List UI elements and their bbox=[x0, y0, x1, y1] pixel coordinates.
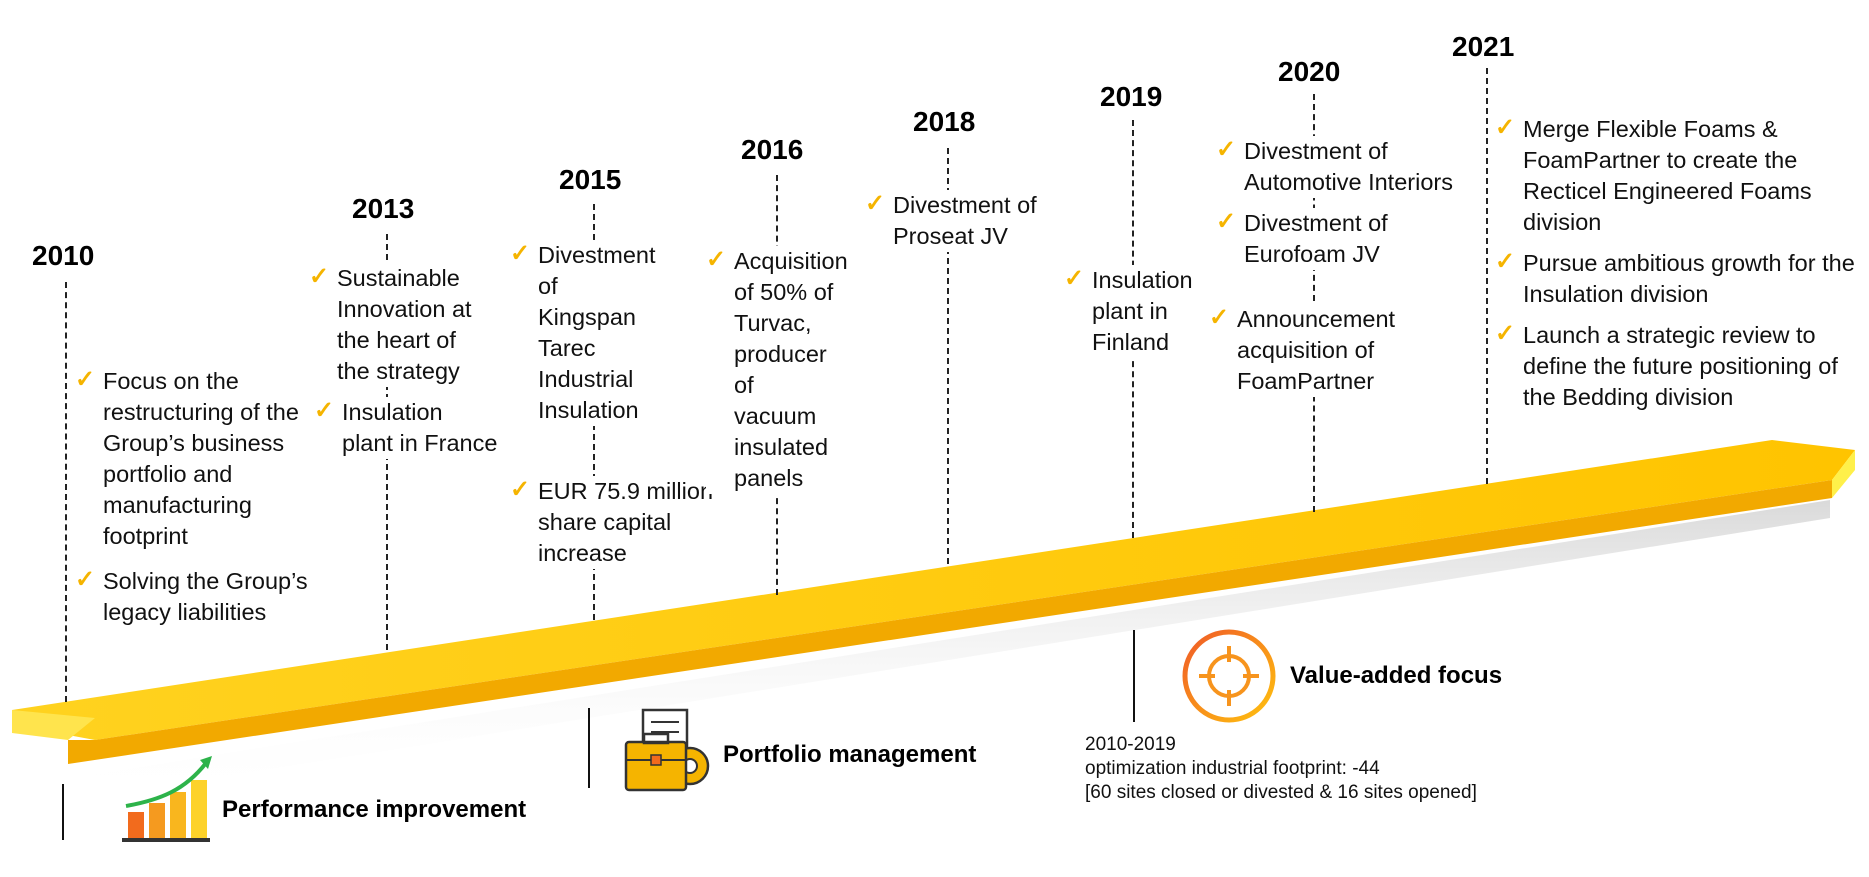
list-item: ✓ Divestment of Proseat JV bbox=[865, 190, 1075, 252]
list-item: ✓ Pursue ambitious growth for the Insulat… bbox=[1495, 248, 1855, 310]
check-icon: ✓ bbox=[1209, 304, 1230, 331]
check-icon: ✓ bbox=[1495, 320, 1516, 347]
check-icon: ✓ bbox=[510, 240, 531, 267]
milestone-text: Divestment of Kingspan Tarec Industrial … bbox=[538, 242, 656, 423]
milestone-2021-list: ✓ Merge Flexible Foams & FoamPartner to c… bbox=[1495, 114, 1855, 427]
check-icon: ✓ bbox=[865, 190, 886, 217]
connector-2010 bbox=[65, 282, 67, 702]
connector-2018 bbox=[947, 148, 949, 564]
footprint-note-line2: [60 sites closed or divested & 16 sites … bbox=[1085, 782, 1477, 803]
footprint-note-period: 2010-2019 bbox=[1085, 734, 1176, 755]
list-item: ✓ Launch a strategic review to define the… bbox=[1495, 320, 1855, 413]
arrow-shadow bbox=[70, 500, 1830, 800]
list-item: ✓ Merge Flexible Foams & FoamPartner to c… bbox=[1495, 114, 1855, 238]
check-icon: ✓ bbox=[75, 366, 96, 393]
year-2018: 2018 bbox=[913, 106, 976, 137]
list-item: ✓ EUR 75.9 million share capital increase bbox=[510, 476, 740, 569]
milestone-2015-list: ✓ Divestment of Kingspan Tarec Industrial… bbox=[510, 240, 740, 583]
check-icon: ✓ bbox=[1064, 265, 1085, 292]
check-icon: ✓ bbox=[309, 263, 330, 290]
list-item: ✓ Divestment of Eurofoam JV bbox=[1216, 208, 1434, 270]
milestone-2010-list: ✓ Focus on the restructuring of the Group… bbox=[75, 366, 330, 642]
phase-label-performance: Performance improvement bbox=[222, 796, 527, 823]
milestone-text: Insulation plant in France bbox=[342, 399, 498, 456]
phase-marker-value bbox=[1133, 630, 1135, 722]
check-icon: ✓ bbox=[1216, 136, 1237, 163]
milestone-text: Divestment of Proseat JV bbox=[893, 192, 1037, 249]
check-icon: ✓ bbox=[1495, 248, 1516, 275]
check-icon: ✓ bbox=[314, 397, 335, 424]
phase-label-portfolio: Portfolio management bbox=[723, 741, 977, 768]
list-item: ✓ Announcement acquisition of FoamPartner bbox=[1209, 304, 1417, 397]
year-2021: 2021 bbox=[1452, 31, 1515, 62]
year-2019: 2019 bbox=[1100, 81, 1163, 112]
footprint-note-line1: optimization industrial footprint: -44 bbox=[1085, 758, 1380, 779]
phase-label-value: Value-added focus bbox=[1290, 662, 1503, 689]
milestone-text: EUR 75.9 million share capital increase bbox=[538, 478, 714, 566]
connector-2020 bbox=[1313, 94, 1315, 512]
milestone-text: Divestment of Eurofoam JV bbox=[1244, 210, 1388, 267]
milestone-2013-list: ✓ Sustainable Innovation at the heart of … bbox=[309, 263, 499, 473]
milestone-2020-list: ✓ Divestment of Automotive Interiors ✓ Div… bbox=[1209, 136, 1486, 411]
check-icon: ✓ bbox=[75, 566, 96, 593]
list-item: ✓ Solving the Group’s legacy liabilities bbox=[75, 566, 330, 628]
list-item: ✓ Insulation plant in France bbox=[314, 397, 499, 459]
milestone-2019-list: ✓ Insulation plant in Finland bbox=[1064, 265, 1214, 372]
milestone-2016-list: ✓ Acquisition of 50% of Turvac, producer … bbox=[706, 246, 848, 508]
arrow-top-face bbox=[12, 440, 1855, 740]
year-2016: 2016 bbox=[741, 134, 804, 165]
milestone-text: Sustainable Innovation at the heart of t… bbox=[337, 265, 472, 384]
milestone-text: Merge Flexible Foams & FoamPartner to cr… bbox=[1523, 116, 1812, 235]
list-item: ✓ Focus on the restructuring of the Group… bbox=[75, 366, 330, 552]
arrow-head bbox=[1832, 450, 1855, 498]
year-2010: 2010 bbox=[32, 240, 95, 271]
milestone-2018-list: ✓ Divestment of Proseat JV bbox=[865, 190, 1075, 266]
milestone-text: Acquisition of 50% of Turvac, producer o… bbox=[734, 248, 848, 491]
list-item: ✓ Sustainable Innovation at the heart of … bbox=[309, 263, 494, 387]
check-icon: ✓ bbox=[1495, 114, 1516, 141]
arrow-front-face bbox=[68, 480, 1832, 764]
year-2013: 2013 bbox=[352, 193, 415, 224]
milestone-text: Divestment of Automotive Interiors bbox=[1244, 138, 1453, 195]
milestone-text: Solving the Group’s legacy liabilities bbox=[103, 568, 308, 625]
list-item: ✓ Divestment of Automotive Interiors bbox=[1216, 136, 1486, 198]
milestone-text: Pursue ambitious growth for the Insulati… bbox=[1523, 250, 1855, 307]
arrow-tail bbox=[12, 710, 95, 740]
check-icon: ✓ bbox=[706, 246, 727, 273]
year-2020: 2020 bbox=[1278, 56, 1341, 87]
list-item: ✓ Acquisition of 50% of Turvac, producer … bbox=[706, 246, 848, 494]
phase-marker-portfolio bbox=[588, 708, 590, 788]
milestone-text: Announcement acquisition of FoamPartner bbox=[1237, 306, 1396, 394]
milestone-text: Focus on the restructuring of the Group’… bbox=[103, 368, 299, 549]
phase-marker-performance bbox=[62, 784, 64, 840]
list-item: ✓ Divestment of Kingspan Tarec Industrial… bbox=[510, 240, 658, 426]
check-icon: ✓ bbox=[510, 476, 531, 503]
year-2015: 2015 bbox=[559, 164, 622, 195]
check-icon: ✓ bbox=[1216, 208, 1237, 235]
connector-2021 bbox=[1486, 68, 1488, 484]
milestone-text: Insulation plant in Finland bbox=[1092, 267, 1193, 355]
milestone-text: Launch a strategic review to define the … bbox=[1523, 322, 1838, 410]
list-item: ✓ Insulation plant in Finland bbox=[1064, 265, 1193, 358]
